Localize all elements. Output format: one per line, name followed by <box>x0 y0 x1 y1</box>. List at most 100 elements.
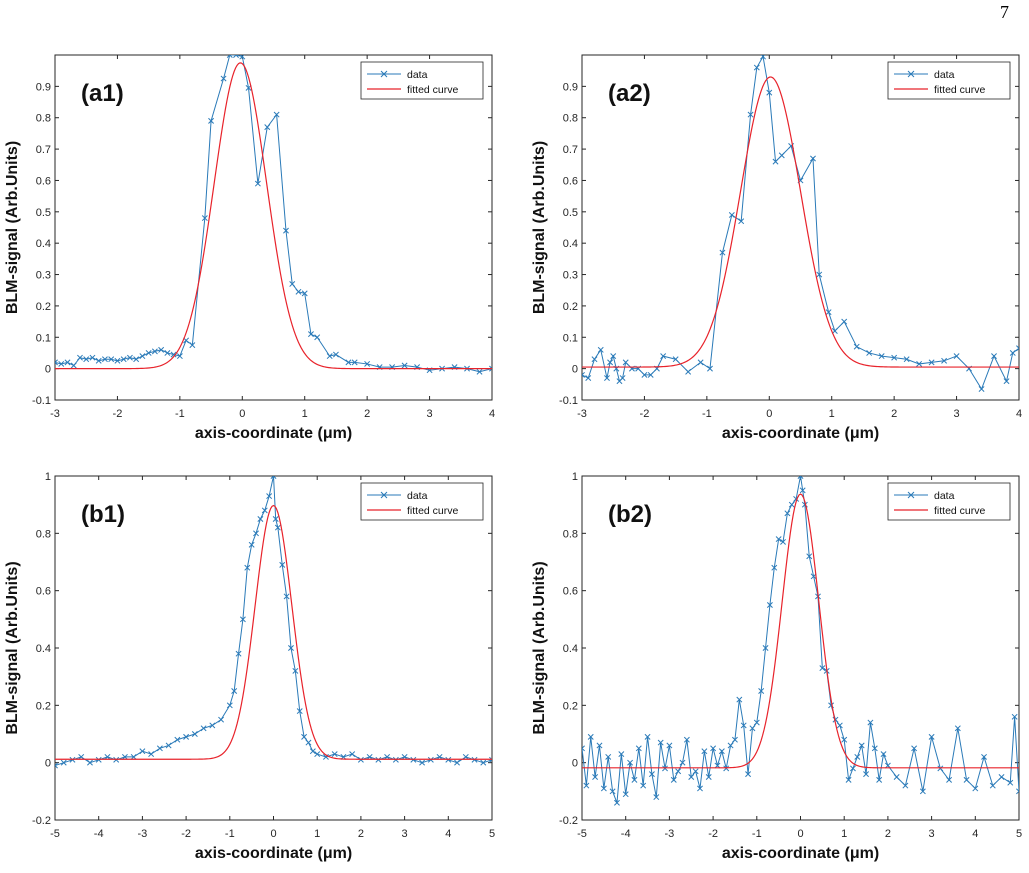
fitted-curve-line <box>582 76 1019 368</box>
data-point <box>891 354 898 361</box>
data-point <box>591 356 598 363</box>
x-tick-label: 1 <box>314 828 320 840</box>
data-point <box>273 111 280 118</box>
x-axis-label: axis-coordinate (μm) <box>195 845 352 862</box>
data-point <box>853 343 860 350</box>
data-point <box>70 362 77 369</box>
data-point <box>841 736 848 743</box>
data-point <box>596 742 603 749</box>
data-point <box>707 365 713 372</box>
data-point <box>978 386 985 392</box>
x-tick-label: 2 <box>364 408 370 420</box>
chart-panel-4: -5 -4 -3 -2 -1 0 1 2 3 4 5 -0.2 0 0.2 0.4 0.6 0.8 1 axis-c… <box>531 471 1022 862</box>
data-point <box>77 354 83 361</box>
data-point <box>489 756 492 763</box>
data-point <box>880 751 887 758</box>
legend: data fitted curve <box>887 61 1011 100</box>
data-point <box>647 371 654 378</box>
data-point <box>283 227 289 234</box>
legend: data fitted curve <box>887 482 1011 521</box>
data-point <box>902 782 909 789</box>
data-point <box>836 722 843 729</box>
data-point <box>257 516 264 522</box>
data-point <box>583 782 590 789</box>
y-tick-label: 0.9 <box>563 81 578 93</box>
data-point <box>849 765 856 772</box>
data-point <box>685 368 692 375</box>
plot-area <box>55 55 492 375</box>
data-point <box>201 215 208 222</box>
data-point <box>597 346 604 353</box>
y-axis-label: BLM-signal (Arb.Units) <box>531 141 548 314</box>
panel-label: (b1) <box>81 501 125 528</box>
data-point <box>301 733 308 740</box>
data-point <box>841 318 848 325</box>
data-point <box>609 788 616 795</box>
y-tick-label: 0.8 <box>563 528 578 540</box>
data-point <box>753 719 760 726</box>
y-tick-label: 0.5 <box>563 207 578 219</box>
data-point <box>1011 713 1018 720</box>
chart-panel-3: -5 -4 -3 -2 -1 0 1 2 3 4 5 -0.2 0 0.2 0.4 0.6 0.8 1 axis-c… <box>4 471 495 862</box>
data-point <box>854 753 861 760</box>
data-point <box>305 739 312 746</box>
x-tick-label: -3 <box>577 408 587 420</box>
data-point <box>941 357 948 364</box>
data-point <box>670 776 677 783</box>
data-point <box>156 745 163 752</box>
data-point <box>183 733 190 740</box>
data-point <box>749 725 756 732</box>
data-point <box>916 360 923 367</box>
data-point <box>622 359 629 366</box>
y-tick-label: 0.8 <box>563 113 578 125</box>
data-point <box>332 351 339 358</box>
x-axis-label: axis-coordinate (μm) <box>722 845 879 862</box>
x-tick-label: 0 <box>797 828 803 840</box>
data-point <box>760 55 766 60</box>
data-point <box>775 536 782 543</box>
data-point <box>253 530 259 537</box>
data-point <box>640 782 647 789</box>
x-tick-label: -4 <box>621 828 631 840</box>
data-point <box>292 667 299 674</box>
plot-frame <box>54 54 493 401</box>
data-point <box>989 782 996 789</box>
data-point <box>660 353 667 360</box>
data-point <box>753 64 760 71</box>
data-point <box>991 353 997 360</box>
data-point <box>697 785 703 792</box>
x-tick-label: 0 <box>270 828 276 840</box>
data-point <box>998 774 1005 780</box>
data-point <box>666 742 673 749</box>
legend-fit-label: fitted curve <box>407 84 459 96</box>
data-point <box>165 742 172 749</box>
data-point <box>480 759 487 766</box>
data-point <box>893 774 900 780</box>
y-tick-label: 0.4 <box>563 643 578 655</box>
data-point <box>819 665 826 672</box>
x-tick-label: 2 <box>891 408 897 420</box>
data-point <box>738 218 745 225</box>
data-point <box>139 353 146 360</box>
data-point <box>87 759 93 766</box>
y-tick-label: 0.6 <box>563 586 578 598</box>
y-tick-label: 0 <box>45 364 51 376</box>
chart-panel-1: -3 -2 -1 0 1 2 3 4 -0.1 0 0.1 0.2 0.3 0.4 0.5 0.6 0.7 0.8… <box>4 54 495 442</box>
data-point <box>863 771 870 778</box>
x-tick-label: 1 <box>829 408 835 420</box>
data-point <box>308 331 314 338</box>
data-point <box>218 716 225 723</box>
data-point <box>878 353 885 360</box>
data-point <box>592 774 599 780</box>
x-tick-label: -3 <box>50 408 60 420</box>
y-tick-label: 0.4 <box>36 238 51 250</box>
y-tick-label: 0.1 <box>563 332 578 344</box>
data-point <box>261 507 268 514</box>
data-point <box>831 328 838 334</box>
data-point <box>226 702 233 709</box>
x-axis-label: axis-coordinate (μm) <box>722 425 879 442</box>
y-tick-label: -0.2 <box>559 815 578 827</box>
data-point <box>108 356 115 363</box>
x-tick-label: -2 <box>113 408 123 420</box>
data-point <box>816 271 823 278</box>
